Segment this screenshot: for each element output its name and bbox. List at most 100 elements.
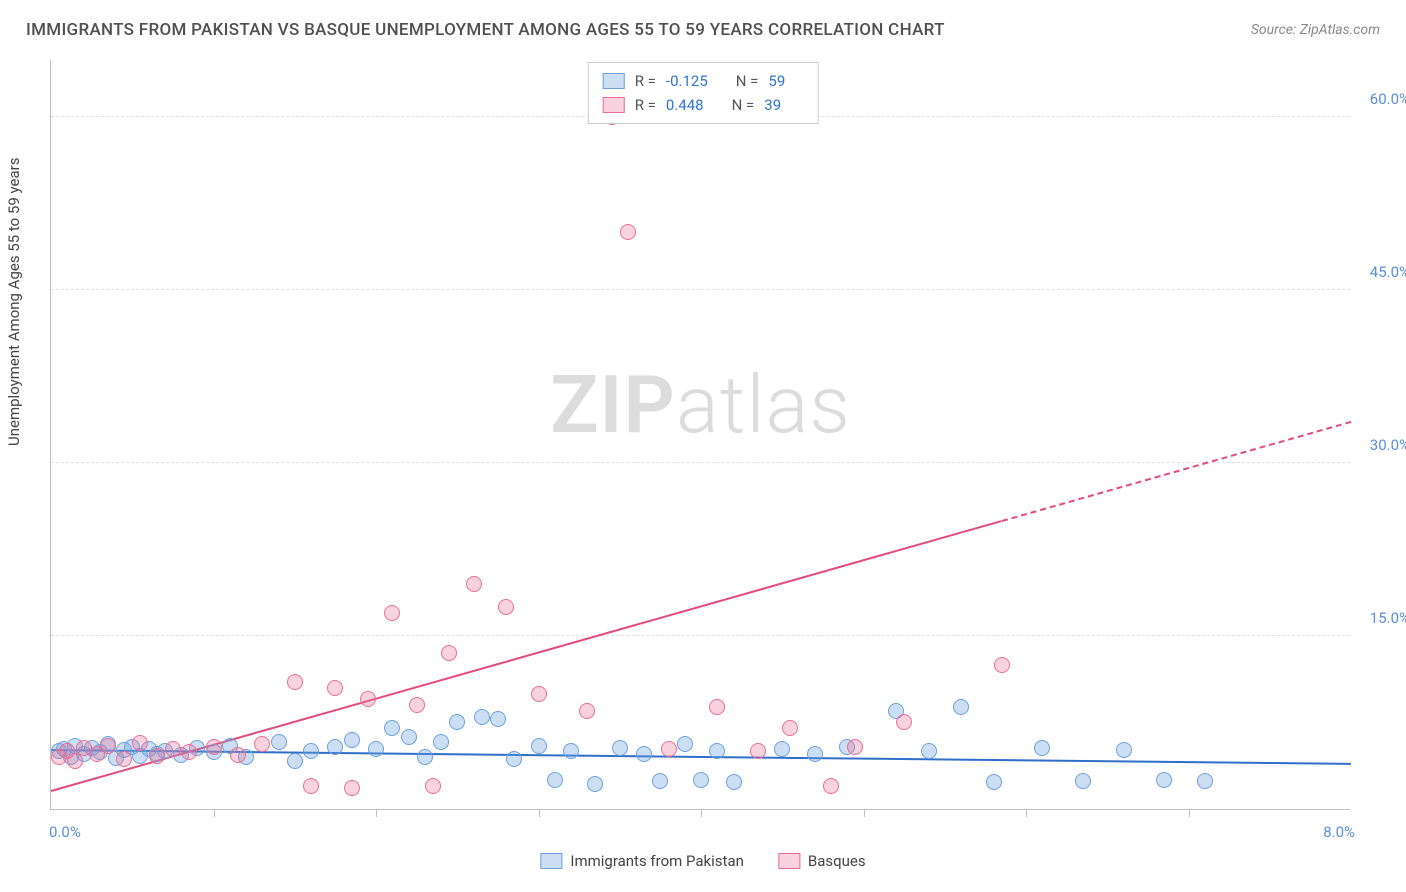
data-point — [587, 776, 603, 792]
watermark-light: atlas — [676, 358, 851, 452]
x-tick — [214, 809, 215, 817]
r-value: 0.448 — [666, 93, 704, 117]
data-point — [449, 714, 465, 730]
data-point — [271, 734, 287, 750]
y-tick-label: 15.0% — [1370, 609, 1406, 627]
data-point — [782, 720, 798, 736]
data-point — [1156, 772, 1172, 788]
gridline — [51, 462, 1350, 463]
data-point — [230, 747, 246, 763]
data-point — [612, 740, 628, 756]
x-tick — [539, 809, 540, 817]
y-tick-label: 60.0% — [1370, 90, 1406, 108]
legend-item: Basques — [778, 852, 866, 870]
stats-row: R = 0.448 N = 39 — [603, 93, 804, 117]
x-tick — [864, 809, 865, 817]
chart-source: Source: ZipAtlas.com — [1251, 22, 1380, 38]
r-label: R = — [635, 69, 656, 93]
chart-title: IMMIGRANTS FROM PAKISTAN VS BASQUE UNEMP… — [26, 20, 945, 40]
data-point — [636, 746, 652, 762]
data-point — [409, 697, 425, 713]
watermark-bold: ZIP — [550, 358, 676, 452]
data-point — [1034, 740, 1050, 756]
x-max-label: 8.0% — [1323, 823, 1355, 841]
gridline — [51, 289, 1350, 290]
data-point — [466, 576, 482, 592]
data-point — [953, 699, 969, 715]
y-tick-label: 45.0% — [1370, 263, 1406, 281]
data-point — [677, 736, 693, 752]
legend-swatch — [603, 97, 625, 113]
data-point — [417, 749, 433, 765]
data-point — [986, 774, 1002, 790]
data-point — [896, 714, 912, 730]
n-value: 59 — [768, 69, 785, 93]
data-point — [384, 720, 400, 736]
data-point — [368, 741, 384, 757]
data-point — [474, 709, 490, 725]
data-point — [531, 686, 547, 702]
data-point — [344, 780, 360, 796]
data-point — [579, 703, 595, 719]
x-tick — [376, 809, 377, 817]
data-point — [563, 743, 579, 759]
r-value: -0.125 — [666, 69, 708, 93]
data-point — [652, 773, 668, 789]
data-point — [287, 674, 303, 690]
trend-line — [1001, 421, 1351, 522]
chart-header: IMMIGRANTS FROM PAKISTAN VS BASQUE UNEMP… — [26, 20, 1380, 40]
legend-swatch — [540, 853, 562, 869]
data-point — [709, 699, 725, 715]
data-point — [498, 599, 514, 615]
legend-label: Immigrants from Pakistan — [570, 852, 744, 870]
data-point — [254, 736, 270, 752]
y-axis-label: Unemployment Among Ages 55 to 59 years — [5, 158, 23, 446]
data-point — [531, 738, 547, 754]
data-point — [661, 741, 677, 757]
data-point — [287, 753, 303, 769]
data-point — [303, 778, 319, 794]
x-tick — [701, 809, 702, 817]
x-tick — [1189, 809, 1190, 817]
data-point — [1197, 773, 1213, 789]
data-point — [100, 738, 116, 754]
plot-area: ZIPatlas 0.0% 8.0% 15.0%30.0%45.0%60.0% — [50, 60, 1350, 810]
data-point — [807, 746, 823, 762]
data-point — [693, 772, 709, 788]
data-point — [620, 224, 636, 240]
data-point — [994, 657, 1010, 673]
data-point — [750, 743, 766, 759]
series-legend: Immigrants from Pakistan Basques — [540, 852, 865, 870]
data-point — [132, 735, 148, 751]
data-point — [116, 751, 132, 767]
legend-label: Basques — [808, 852, 866, 870]
data-point — [506, 751, 522, 767]
legend-swatch — [603, 73, 625, 89]
legend-swatch — [778, 853, 800, 869]
data-point — [441, 645, 457, 661]
data-point — [425, 778, 441, 794]
data-point — [303, 743, 319, 759]
data-point — [921, 743, 937, 759]
gridline — [51, 635, 1350, 636]
data-point — [401, 729, 417, 745]
data-point — [149, 748, 165, 764]
n-label: N = — [732, 93, 755, 117]
n-value: 39 — [764, 93, 781, 117]
data-point — [774, 741, 790, 757]
r-label: R = — [635, 93, 656, 117]
data-point — [726, 774, 742, 790]
x-tick — [1026, 809, 1027, 817]
data-point — [327, 680, 343, 696]
data-point — [206, 739, 222, 755]
stats-legend: R =-0.125N =59R =0.448N =39 — [588, 62, 819, 124]
n-label: N = — [736, 69, 759, 93]
data-point — [1075, 773, 1091, 789]
watermark: ZIPatlas — [550, 358, 851, 452]
stats-row: R = -0.125 N = 59 — [603, 69, 804, 93]
data-point — [847, 739, 863, 755]
data-point — [360, 691, 376, 707]
data-point — [433, 734, 449, 750]
x-origin-label: 0.0% — [49, 823, 81, 841]
data-point — [1116, 742, 1132, 758]
